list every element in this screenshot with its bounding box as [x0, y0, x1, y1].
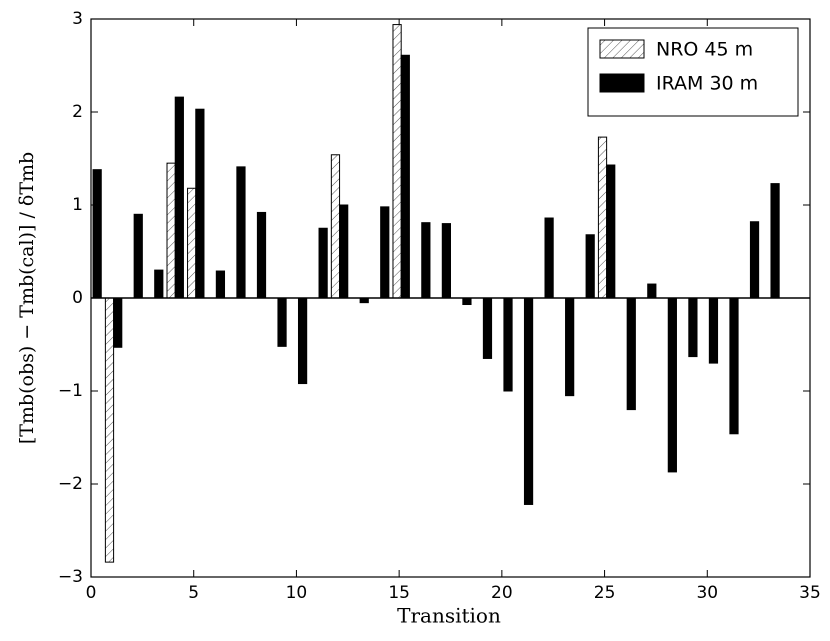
bar	[565, 297, 575, 397]
bar	[606, 164, 616, 299]
bar	[104, 297, 115, 563]
legend-label: IRAM 30 m	[656, 73, 758, 95]
bar	[585, 234, 595, 299]
x-tick-label: 35	[799, 583, 821, 603]
y-tick-label: 2	[72, 102, 83, 122]
bar	[92, 169, 102, 299]
bar	[441, 223, 452, 299]
bar	[626, 297, 636, 411]
bar	[708, 297, 719, 364]
bar	[277, 297, 287, 347]
legend-swatch	[599, 73, 645, 93]
bar	[749, 221, 760, 299]
x-tick-label: 30	[696, 583, 718, 603]
legend-swatch	[599, 39, 645, 59]
bar	[113, 297, 123, 348]
bar	[647, 283, 657, 299]
bar	[597, 136, 608, 299]
bar	[236, 166, 246, 299]
y-tick-label: −1	[58, 381, 83, 401]
x-tick-label: 25	[594, 583, 616, 603]
y-tick-label: 1	[72, 195, 83, 215]
x-axis-label: Transition	[397, 604, 501, 628]
bar	[330, 154, 341, 299]
bar	[544, 217, 554, 299]
bar	[318, 227, 328, 299]
bar	[392, 24, 402, 299]
x-tick-label: 10	[286, 583, 308, 603]
bar	[256, 211, 267, 299]
bar	[380, 206, 390, 299]
x-tick-label: 20	[491, 583, 513, 603]
bar	[523, 297, 534, 505]
bar	[195, 108, 205, 299]
bar	[462, 297, 472, 306]
x-tick-label: 0	[86, 583, 97, 603]
bar	[215, 270, 226, 299]
bar	[482, 297, 493, 359]
plot-frame	[90, 18, 811, 578]
bar	[421, 222, 431, 299]
y-axis-label: [Tmb(obs) − Tmb(cal)] / δTmb	[16, 152, 38, 444]
bar	[770, 183, 780, 299]
y-tick-label: 3	[72, 9, 83, 29]
bar	[297, 297, 308, 385]
bar	[729, 297, 739, 435]
y-tick-label: −3	[58, 567, 83, 587]
bar	[187, 187, 197, 299]
x-tick-label: 5	[188, 583, 199, 603]
y-tick-label: −2	[58, 474, 83, 494]
bar	[174, 96, 184, 299]
y-tick-label: 0	[72, 288, 83, 308]
bar	[339, 204, 349, 299]
bar	[133, 213, 143, 299]
x-tick-label: 15	[388, 583, 410, 603]
bar	[166, 162, 176, 299]
legend-label: NRO 45 m	[656, 39, 753, 61]
bar	[688, 297, 698, 358]
bar	[667, 297, 677, 473]
bar	[154, 269, 164, 299]
bar	[503, 297, 513, 392]
bar	[400, 54, 410, 299]
